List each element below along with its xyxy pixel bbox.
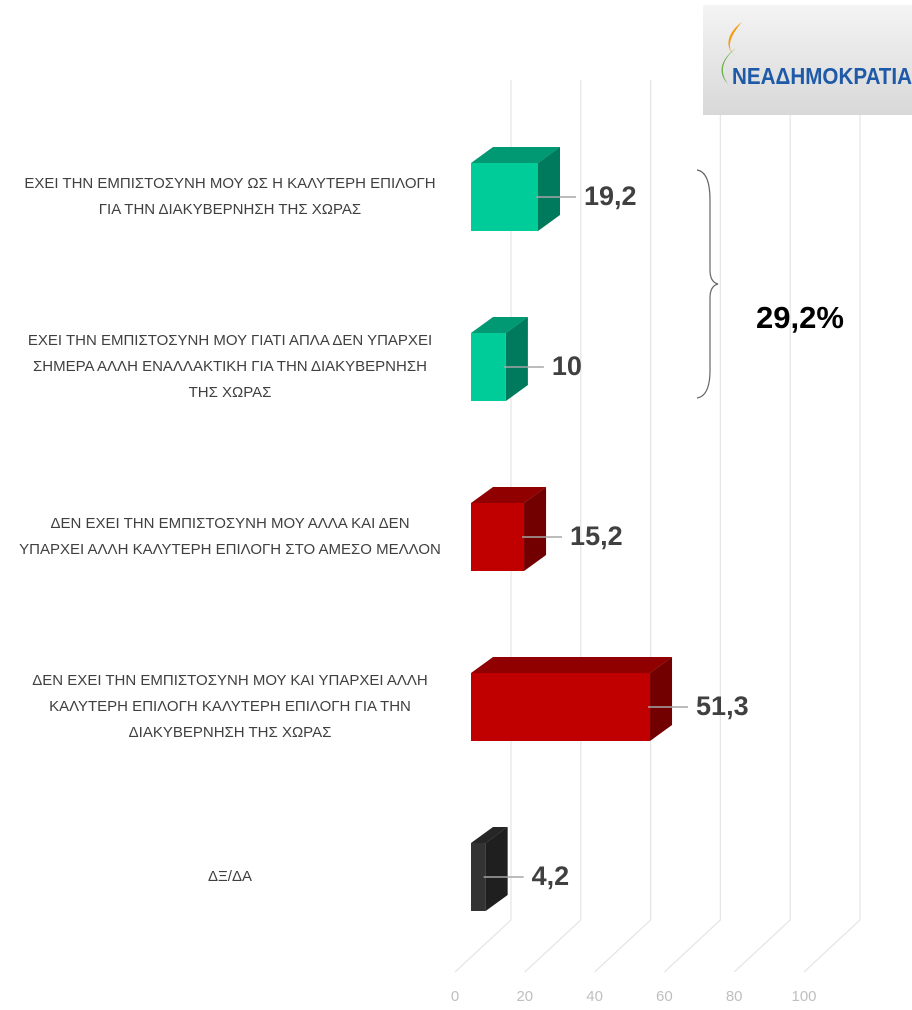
bar-top: [471, 317, 528, 333]
x-tick-label: 60: [656, 988, 673, 1005]
bar-front: [471, 843, 486, 911]
category-label: ΔΕΝ ΕΧΕΙ ΤΗΝ ΕΜΠΙΣΤΟΣΥΝΗ ΜΟΥ ΑΛΛΑ ΚΑΙ ΔΕ…: [19, 515, 441, 558]
bar-front: [471, 503, 525, 571]
value-label: 19,2: [584, 181, 637, 211]
category-label: ΕΧΕΙ ΤΗΝ ΕΜΠΙΣΤΟΣΥΝΗ ΜΟΥ ΓΙΑΤΙ ΑΠΛΑ ΔΕΝ …: [27, 332, 433, 401]
bar-side: [538, 147, 561, 231]
bar: [471, 147, 561, 231]
bar-side: [485, 827, 508, 911]
x-tick-label: 80: [726, 988, 743, 1005]
category-label: ΕΧΕΙ ΤΗΝ ΕΜΠΙΣΤΟΣΥΝΗ ΜΟΥ ΩΣ Η ΚΑΛΥΤΕΡΗ Ε…: [24, 175, 436, 218]
bar: [471, 657, 673, 741]
brace: [696, 169, 719, 399]
value-label: 51,3: [696, 691, 749, 721]
bar-side: [650, 657, 673, 741]
grid-line: [733, 80, 791, 973]
logo-text: ΝΕΑΔΗΜΟΚΡΑΤΙΑ: [732, 63, 912, 89]
x-tick-label: 20: [516, 988, 533, 1005]
bar-top: [471, 657, 673, 673]
grid-line: [594, 80, 652, 973]
bar-front: [471, 673, 651, 741]
bar: [471, 487, 547, 571]
logo-swoosh: [721, 48, 736, 84]
bar-top: [471, 487, 547, 503]
x-tick-label: 0: [451, 988, 459, 1005]
value-label: 4,2: [532, 861, 570, 891]
bar: [471, 827, 508, 911]
value-label: 15,2: [570, 521, 623, 551]
bar-top: [471, 147, 561, 163]
bar-front: [471, 333, 506, 401]
value-label: 10: [552, 351, 582, 381]
category-label: ΔΞ/ΔΑ: [208, 868, 252, 885]
bar-front: [471, 163, 539, 231]
bar: [471, 317, 528, 401]
logo-background: [703, 5, 912, 115]
bar-side: [524, 487, 547, 571]
x-tick-label: 40: [586, 988, 603, 1005]
grid-line: [524, 80, 582, 973]
bar-side: [505, 317, 528, 401]
category-label: ΔΕΝ ΕΧΕΙ ΤΗΝ ΕΜΠΙΣΤΟΣΥΝΗ ΜΟΥ ΚΑΙ ΥΠΑΡΧΕΙ…: [32, 672, 428, 741]
grid-line: [663, 80, 722, 973]
logo-swoosh: [728, 22, 742, 58]
logo: ΝΕΑΔΗΜΟΚΡΑΤΙΑ: [703, 5, 912, 115]
x-tick-label: 100: [791, 988, 816, 1005]
grid-line: [803, 80, 861, 973]
annotation: 29,2%: [756, 300, 844, 335]
bar-top: [471, 827, 508, 843]
